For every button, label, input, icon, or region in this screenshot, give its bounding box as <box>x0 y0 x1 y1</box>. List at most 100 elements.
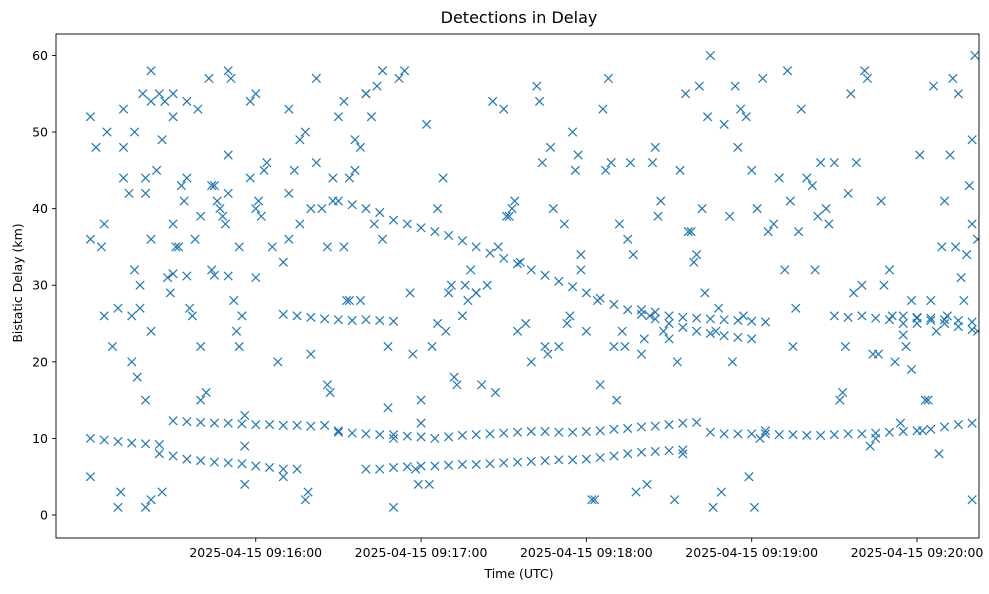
data-point <box>399 66 410 76</box>
data-point <box>140 502 151 512</box>
data-point <box>970 50 979 61</box>
data-point <box>388 316 399 326</box>
data-point <box>540 341 550 352</box>
data-point <box>311 158 321 168</box>
data-point <box>623 423 633 434</box>
data-point <box>237 419 247 429</box>
data-point <box>182 96 192 107</box>
data-point <box>664 334 674 344</box>
data-point <box>99 311 109 321</box>
data-point <box>113 436 123 447</box>
data-point <box>714 303 724 313</box>
data-point <box>865 441 875 451</box>
data-point <box>716 487 727 497</box>
data-point <box>416 418 426 428</box>
x-tick-label: 2025-04-15 09:19:00 <box>685 545 818 560</box>
data-point <box>898 311 908 321</box>
data-point <box>375 207 385 218</box>
data-point <box>623 305 633 315</box>
data-point <box>342 295 352 306</box>
data-point <box>212 196 222 206</box>
data-point <box>526 456 536 467</box>
data-point <box>760 429 771 439</box>
data-point <box>920 395 930 405</box>
data-point <box>512 259 523 269</box>
data-point <box>788 429 798 440</box>
data-point <box>719 119 729 130</box>
data-point <box>427 341 437 352</box>
data-point <box>642 479 652 490</box>
data-point <box>171 242 181 252</box>
data-point <box>99 435 109 445</box>
data-point <box>226 73 236 84</box>
data-point <box>146 66 156 76</box>
data-point <box>204 73 214 84</box>
data-point <box>967 325 977 335</box>
data-point <box>438 173 448 183</box>
data-point <box>526 265 536 275</box>
data-point <box>168 416 178 426</box>
data-point <box>471 288 481 298</box>
data-point <box>545 142 556 152</box>
data-point <box>656 196 666 206</box>
data-point <box>813 211 823 221</box>
data-point <box>193 104 203 114</box>
data-point <box>118 104 129 114</box>
data-point <box>934 449 944 459</box>
data-point <box>617 326 627 336</box>
data-point <box>741 112 751 122</box>
data-point <box>424 479 434 490</box>
data-point <box>154 449 164 459</box>
data-point <box>328 173 338 183</box>
data-point <box>127 357 137 367</box>
data-point <box>209 181 220 191</box>
data-point <box>264 420 275 430</box>
data-point <box>229 295 239 306</box>
data-point <box>432 204 443 214</box>
data-point <box>485 429 495 439</box>
data-point <box>372 81 382 91</box>
data-point <box>738 311 749 321</box>
data-point <box>463 295 473 306</box>
data-point <box>884 315 895 325</box>
data-point <box>375 464 385 474</box>
x-tick-label: 2025-04-15 09:18:00 <box>520 545 653 560</box>
data-point <box>603 73 614 84</box>
data-point <box>443 432 454 442</box>
data-point <box>678 312 688 323</box>
data-point <box>182 454 192 464</box>
data-point <box>664 318 674 329</box>
data-point <box>810 265 820 275</box>
data-point <box>295 219 305 229</box>
data-point <box>146 326 156 336</box>
data-point <box>567 455 578 465</box>
data-point <box>220 219 231 229</box>
data-point <box>388 462 399 473</box>
data-point <box>278 464 288 474</box>
data-point <box>339 242 349 252</box>
data-point <box>127 438 137 448</box>
data-point <box>926 315 936 326</box>
data-point <box>333 112 344 122</box>
data-point <box>190 234 200 244</box>
data-point <box>443 288 454 298</box>
x-axis-label: Time (UTC) <box>483 566 553 581</box>
data-point <box>871 313 881 323</box>
data-point <box>223 271 233 281</box>
data-point <box>871 433 881 444</box>
data-point <box>926 295 936 306</box>
data-point <box>510 196 520 206</box>
axes-layer: 0 10 20 30 40 50 60 2025-04-15 09:16:00 2025-04-… <box>32 33 983 560</box>
data-point <box>284 104 294 114</box>
data-point <box>457 311 468 321</box>
data-point <box>402 431 412 441</box>
data-point <box>366 112 377 122</box>
data-point <box>972 326 979 336</box>
data-point <box>802 173 812 183</box>
data-point <box>251 204 261 214</box>
data-point <box>377 234 388 244</box>
data-point <box>843 312 853 323</box>
data-point <box>683 226 693 237</box>
data-point <box>383 403 393 413</box>
